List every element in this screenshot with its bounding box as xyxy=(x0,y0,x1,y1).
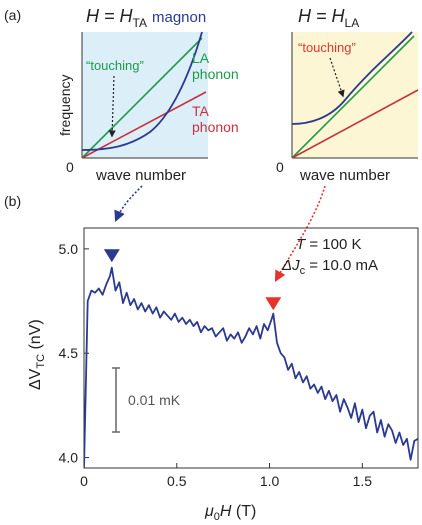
right-la-line xyxy=(291,35,415,159)
scale-bar xyxy=(112,367,120,433)
left-origin: 0 xyxy=(66,159,74,175)
y-axis-label: ΔVTC (nV) xyxy=(27,319,47,390)
left-ta-line xyxy=(81,91,207,159)
left-title: H = HTA xyxy=(86,6,147,30)
panel-b-data xyxy=(84,266,418,468)
peak-marker xyxy=(265,297,282,311)
panel-b-label: (b) xyxy=(4,193,21,209)
right-magnon-curve xyxy=(291,31,413,125)
right-origin: 0 xyxy=(276,159,284,175)
annotation-temperature: T = 100 K xyxy=(296,236,361,253)
x-tick-label: 0.5 xyxy=(167,473,187,489)
x-axis-label: μ0H (T) xyxy=(204,503,256,523)
right-touching-label: “touching” xyxy=(298,40,356,55)
panel-b-markers xyxy=(103,249,282,311)
left-y-label: frequency xyxy=(57,75,73,136)
panel-b-ticks: 0 0.5 1.0 1.5 4.0 4.5 5.0 xyxy=(59,241,373,489)
left-ta-label-2: phonon xyxy=(192,119,239,135)
left-magnon-label: magnon xyxy=(152,9,206,26)
panel-a-right: H = HLA “touching” 0 wave number xyxy=(276,6,419,184)
x-tick-label: 1.0 xyxy=(260,473,280,489)
right-x-label: wave number xyxy=(299,167,390,184)
scale-bar-label: 0.01 mK xyxy=(128,392,181,408)
red-connector-arrow xyxy=(274,185,326,282)
left-magnon-curve xyxy=(81,31,203,151)
left-la-label-2: phonon xyxy=(192,66,239,82)
left-la-line xyxy=(81,37,203,159)
right-touching-arrow xyxy=(329,57,345,98)
panel-b-frame xyxy=(83,227,419,469)
right-title: H = HLA xyxy=(298,6,359,30)
series-line xyxy=(84,266,418,468)
x-tick-label: 1.5 xyxy=(353,473,373,489)
annotation-current: ΔJc = 10.0 mA xyxy=(281,257,378,277)
left-ta-label-1: TA xyxy=(192,103,210,119)
y-tick-label: 4.5 xyxy=(59,345,79,361)
y-tick-label: 4.0 xyxy=(59,450,79,466)
right-ta-line xyxy=(291,89,419,159)
blue-connector-arrow xyxy=(114,185,143,223)
left-touching-label: “touching” xyxy=(86,58,144,73)
peak-marker xyxy=(103,249,120,263)
left-la-label-1: LA xyxy=(192,50,210,66)
left-x-label: wave number xyxy=(95,167,186,184)
panel-a-left: H = HTA magnon “touching” LA phonon TA p… xyxy=(57,6,239,184)
panel-a-label: (a) xyxy=(4,7,21,23)
y-tick-label: 5.0 xyxy=(59,241,79,257)
x-tick-label: 0 xyxy=(80,473,88,489)
